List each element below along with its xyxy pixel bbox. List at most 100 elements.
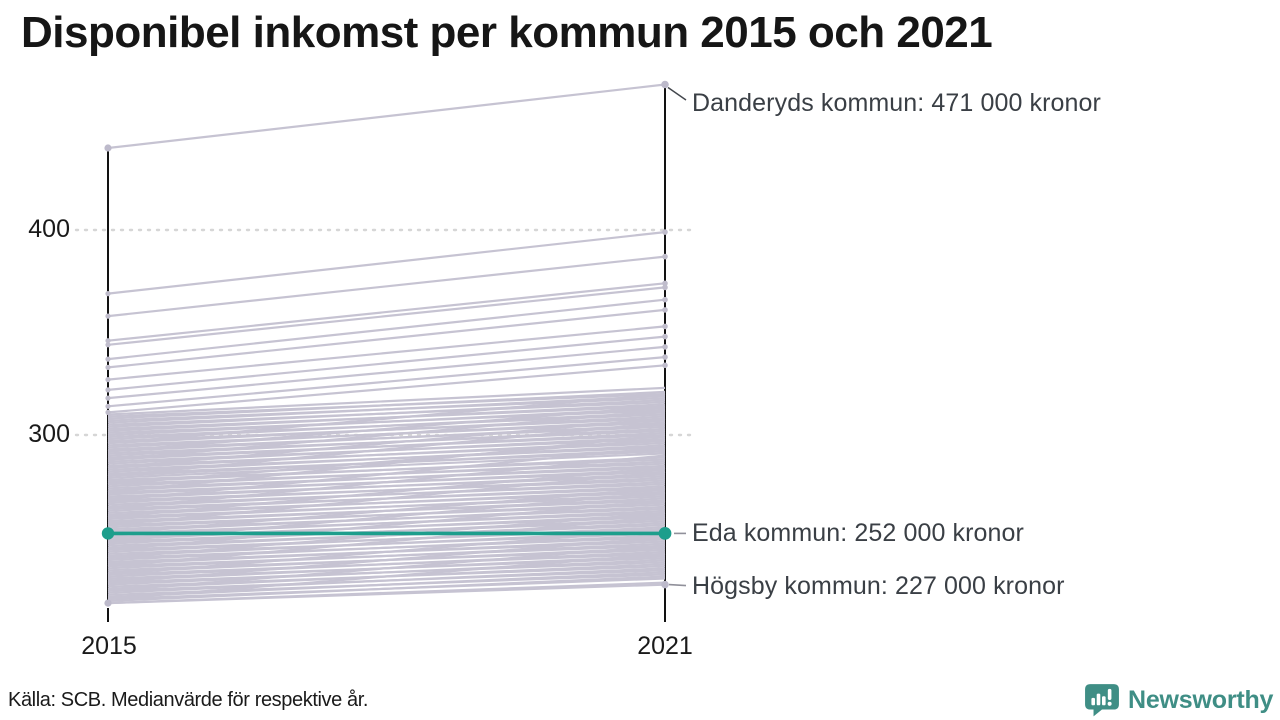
slope-line: [107, 536, 666, 584]
line-endpoint-dot: [105, 364, 111, 370]
brand-name: Newsworthy: [1128, 685, 1274, 714]
slope-line: [107, 409, 666, 461]
slope-line: [107, 417, 666, 469]
line-endpoint-dot: [662, 229, 668, 235]
connector-hogsby: [668, 583, 687, 587]
slope-line: [107, 452, 666, 480]
slope-line: [107, 255, 666, 318]
slope-line: [107, 438, 666, 486]
line-endpoint-dot: [105, 409, 111, 415]
slope-line: [107, 487, 666, 535]
line-endpoint-dot: [105, 342, 111, 348]
slope-line: [107, 544, 666, 568]
annotation-eda: Eda kommun: 252 000 kronor: [692, 519, 1024, 547]
slope-line: [107, 386, 666, 416]
slope-line: [107, 401, 666, 426]
line-endpoint-dot: [662, 362, 668, 369]
line-endpoint-dot: [662, 307, 668, 313]
slope-line: [107, 511, 666, 560]
annotation-connectors: [667, 86, 687, 587]
gridlines: [74, 228, 697, 437]
slope-line: [107, 345, 666, 400]
slope-line: [107, 286, 666, 346]
y-axis-tick-label-300: 300: [28, 420, 70, 448]
slope-line: [107, 364, 666, 414]
line-endpoint-dot: [662, 280, 668, 287]
connector-danderyd: [667, 86, 687, 101]
eda-endpoint-dot-2021: [658, 527, 672, 540]
slope-line: [107, 515, 666, 568]
slope-line: [107, 231, 666, 295]
slope-line: [107, 405, 666, 453]
line-endpoint-dot: [105, 291, 111, 297]
slope-line: [107, 569, 666, 592]
x-axis-label-2021: 2021: [637, 632, 693, 660]
line-endpoint-dot: [105, 338, 111, 344]
slope-line: [107, 474, 666, 498]
line-endpoint-dot: [662, 296, 668, 303]
slope-line: [107, 528, 666, 576]
line-endpoint-dot: [105, 356, 111, 362]
slope-line: [107, 466, 666, 519]
slope-line: [107, 499, 666, 551]
slope-line: [107, 583, 666, 605]
slope-line: [107, 446, 666, 502]
line-endpoint-dot: [105, 387, 111, 393]
line-endpoint-dot: [662, 333, 668, 340]
slope-line: [107, 466, 666, 490]
line-endpoint-dot: [104, 599, 112, 607]
source-note: Källa: SCB. Medianvärde för respektive å…: [8, 689, 369, 711]
annotation-hogsby: Högsby kommun: 227 000 kronor: [692, 572, 1065, 600]
newsworthy-logo-icon: [1085, 684, 1119, 717]
line-endpoint-dot: [661, 80, 669, 89]
slope-line: [107, 561, 666, 584]
slope-line: [107, 282, 666, 342]
slope-line: [107, 308, 666, 369]
line-endpoint-dot: [104, 144, 112, 152]
annotation-danderyd: Danderyds kommun: 471 000 kronor: [692, 89, 1101, 117]
slope-line: [107, 335, 666, 391]
slope-line: [107, 552, 666, 576]
slope-line: [107, 479, 666, 502]
line-endpoint-dot: [662, 323, 668, 330]
x-axis-label-2015: 2015: [81, 632, 137, 660]
slope-line: [107, 552, 666, 601]
eda-endpoint-dot-2015: [101, 527, 115, 540]
line-endpoint-dot: [661, 580, 669, 589]
labeled-lines: [104, 80, 669, 607]
slope-line: [107, 577, 666, 601]
line-endpoint-dot: [662, 253, 668, 260]
slope-line: [107, 83, 666, 150]
outlier-lines: [105, 229, 668, 415]
slope-line: [107, 433, 666, 459]
bar-chart-icon: [1091, 697, 1096, 706]
slope-line: [107, 470, 666, 527]
line-endpoint-dot: [105, 395, 111, 401]
highlight-line-eda: [101, 527, 672, 540]
y-axis-tick-label-400: 400: [28, 215, 70, 243]
line-endpoint-dot: [662, 354, 668, 360]
line-endpoint-dot: [662, 344, 668, 350]
slope-line: [107, 392, 666, 445]
slope-line: [107, 356, 666, 408]
line-endpoint-dot: [105, 403, 111, 409]
slope-line: [107, 536, 666, 560]
slope-line: [107, 483, 666, 506]
slope-line: [107, 433, 666, 494]
slope-line: [107, 421, 666, 478]
slope-line: [107, 454, 666, 510]
exclamation-icon: [1107, 688, 1112, 700]
newsworthy-logo: Newsworthy: [1084, 683, 1273, 717]
chart-title: Disponibel inkomst per kommun 2015 och 2…: [21, 8, 993, 57]
slope-line: [107, 298, 666, 361]
slope-line: [107, 544, 666, 592]
background-lines: [107, 386, 666, 605]
line-endpoint-dot: [105, 313, 111, 319]
slope-line: [107, 511, 666, 535]
line-endpoint-dot: [662, 284, 668, 291]
line-endpoint-dot: [105, 377, 111, 383]
slope-line: [107, 325, 666, 381]
slope-line: [107, 392, 666, 418]
